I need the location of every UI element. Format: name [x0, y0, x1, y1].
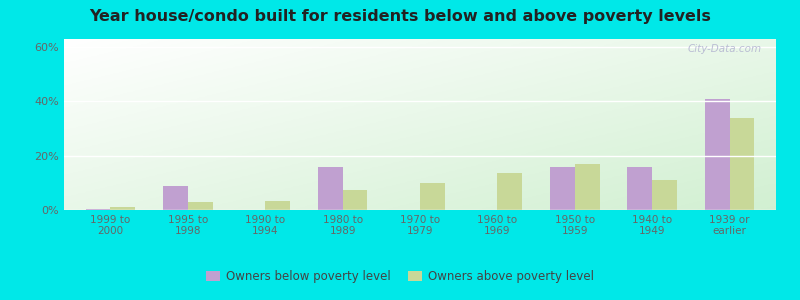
Text: Year house/condo built for residents below and above poverty levels: Year house/condo built for residents bel…	[89, 9, 711, 24]
Bar	[498, 173, 522, 210]
Legend: Owners below poverty level, Owners above poverty level: Owners below poverty level, Owners above…	[201, 266, 599, 288]
Bar	[730, 118, 754, 210]
Bar	[574, 164, 599, 210]
Bar	[266, 200, 290, 210]
Bar	[705, 99, 730, 210]
Bar	[163, 186, 188, 210]
Bar	[110, 207, 135, 210]
Bar	[342, 190, 367, 210]
Bar	[627, 167, 652, 210]
Text: City-Data.com: City-Data.com	[688, 44, 762, 54]
Bar	[550, 167, 574, 210]
Bar	[318, 167, 342, 210]
Bar	[188, 202, 213, 210]
Bar	[86, 208, 110, 210]
Bar	[420, 183, 445, 210]
Bar	[652, 180, 677, 210]
